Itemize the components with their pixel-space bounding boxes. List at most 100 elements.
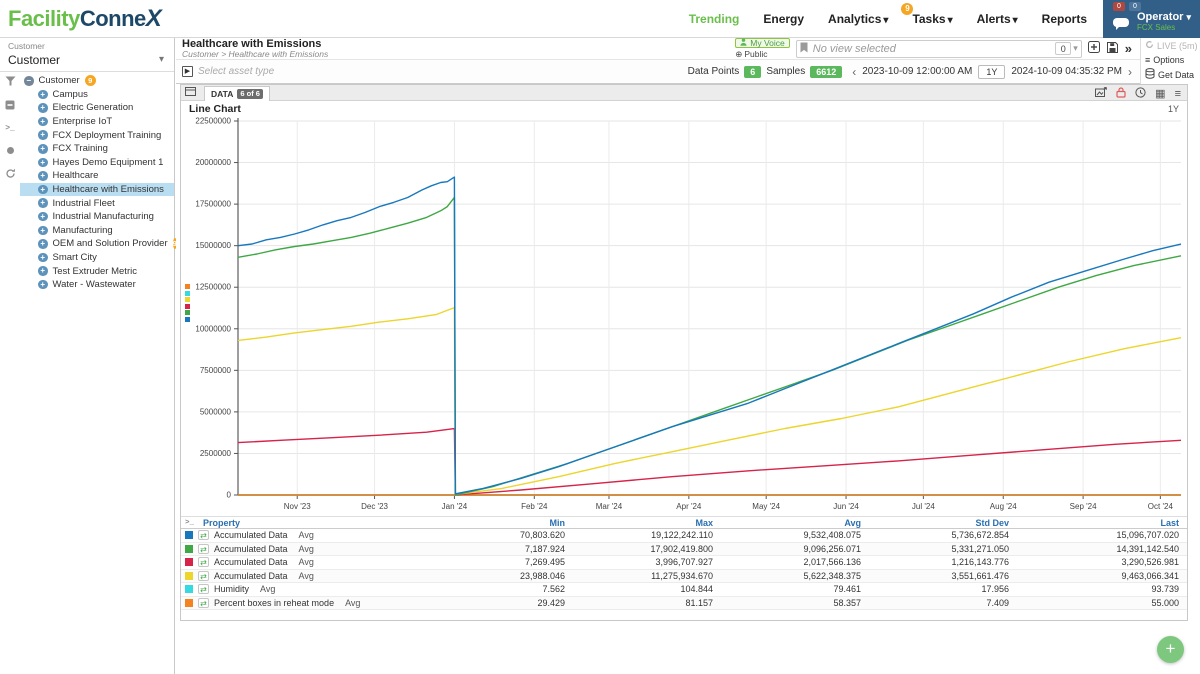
property-name: Percent boxes in reheat mode bbox=[214, 597, 335, 608]
swap-axis-icon[interactable]: ⇄ bbox=[198, 570, 209, 581]
expand-node-icon[interactable]: + bbox=[38, 144, 48, 154]
range-preset-button[interactable]: 1Y bbox=[978, 64, 1006, 79]
nav-tasks[interactable]: Tasks ▾ 9 bbox=[901, 2, 953, 26]
svg-text:2500000: 2500000 bbox=[200, 449, 232, 458]
tree-item-electric-generation[interactable]: + Electric Generation bbox=[20, 101, 174, 115]
expand-node-icon[interactable]: + bbox=[38, 211, 48, 222]
collapse-node-icon[interactable]: − bbox=[24, 76, 34, 86]
view-select-input[interactable]: No view selected 0 ▾ bbox=[795, 39, 1082, 58]
table-row-humidity[interactable]: ⇄ Humidity Avg 7.562 104.844 79.461 17.956 93.7… bbox=[181, 583, 1187, 597]
nav-reports[interactable]: Reports bbox=[1042, 12, 1087, 26]
tree-item-hayes-demo-equipment-1[interactable]: + Hayes Demo Equipment 1 bbox=[20, 156, 174, 170]
swap-axis-icon[interactable]: ⇄ bbox=[198, 543, 209, 554]
tree-item-industrial-fleet[interactable]: + Industrial Fleet bbox=[20, 196, 174, 210]
expand-node-icon[interactable]: + bbox=[38, 252, 48, 263]
collapse-all-icon[interactable] bbox=[5, 100, 15, 110]
nav-energy[interactable]: Energy bbox=[763, 12, 804, 26]
my-voice-button[interactable]: My Voice bbox=[735, 37, 790, 48]
table-view-icon[interactable]: ▦ bbox=[1155, 87, 1166, 100]
prev-range-button[interactable]: ‹ bbox=[852, 64, 857, 79]
get-data-button[interactable]: Get Data bbox=[1145, 68, 1196, 81]
public-button[interactable]: ⊕ Public bbox=[735, 49, 790, 60]
property-aggregation: Avg bbox=[345, 597, 361, 608]
chevron-down-icon[interactable]: ▾ bbox=[1073, 43, 1078, 53]
tree-item-manufacturing[interactable]: + Manufacturing bbox=[20, 224, 174, 238]
table-row-percent-boxes-in-reheat-mode[interactable]: ⇄ Percent boxes in reheat mode Avg 29.429 81… bbox=[181, 596, 1187, 610]
table-row-accumulated-data[interactable]: ⇄ Accumulated Data Avg 7,187.924 17,902,419.… bbox=[181, 542, 1187, 556]
tree-item-oem-and-solution-provider[interactable]: + OEM and Solution Provider 9 bbox=[20, 237, 177, 251]
expand-node-icon[interactable]: + bbox=[38, 157, 48, 168]
expand-node-icon[interactable]: + bbox=[38, 116, 48, 127]
tree-item-water-wastewater[interactable]: + Water - Wastewater bbox=[20, 278, 174, 292]
swap-axis-icon[interactable]: ⇄ bbox=[198, 584, 209, 595]
record-icon[interactable] bbox=[6, 147, 14, 154]
user-menu[interactable]: 0 0 Operator ▾ FCX Sales bbox=[1103, 0, 1200, 38]
tree-item-label: Electric Generation bbox=[52, 102, 134, 114]
options-button[interactable]: ≡ Options bbox=[1145, 55, 1196, 65]
tree-item-customer[interactable]: − Customer 9 bbox=[20, 74, 174, 88]
expand-node-icon[interactable]: + bbox=[38, 184, 48, 195]
column-header-max[interactable]: Max bbox=[695, 517, 713, 528]
add-fab-button[interactable]: + bbox=[1157, 636, 1184, 663]
filter-icon[interactable] bbox=[5, 76, 16, 86]
svg-text:5000000: 5000000 bbox=[200, 407, 232, 416]
tree-item-industrial-manufacturing[interactable]: + Industrial Manufacturing bbox=[20, 210, 174, 224]
save-view-button[interactable] bbox=[1106, 41, 1118, 56]
tree-item-smart-city[interactable]: + Smart City bbox=[20, 251, 174, 265]
context-select[interactable]: Customer Customer ▾ bbox=[0, 38, 174, 72]
svg-text:Nov '23: Nov '23 bbox=[284, 502, 311, 511]
clock-icon[interactable] bbox=[1135, 87, 1146, 101]
lock-icon[interactable] bbox=[1116, 87, 1126, 101]
expand-node-icon[interactable]: + bbox=[38, 130, 48, 140]
tree-item-test-extruder-metric[interactable]: + Test Extruder Metric bbox=[20, 264, 174, 278]
terminal-icon[interactable]: >_ bbox=[5, 124, 15, 133]
swap-axis-icon[interactable]: ⇄ bbox=[198, 530, 209, 541]
expand-node-icon[interactable]: + bbox=[38, 266, 48, 276]
svg-text:Jan '24: Jan '24 bbox=[442, 502, 468, 511]
refresh-icon[interactable] bbox=[5, 168, 16, 179]
nav-alerts[interactable]: Alerts ▾ bbox=[977, 12, 1018, 26]
tab-data-label: DATA bbox=[211, 88, 234, 99]
expand-node-icon[interactable]: + bbox=[38, 89, 48, 100]
add-view-button[interactable] bbox=[1087, 41, 1100, 56]
swap-axis-icon[interactable]: ⇄ bbox=[198, 557, 209, 568]
column-header-last[interactable]: Last bbox=[1160, 517, 1179, 528]
nav-trending[interactable]: Trending bbox=[689, 12, 740, 26]
tree-item-fcx-training[interactable]: + FCX Training bbox=[20, 142, 174, 156]
tree-item-fcx-deployment-training[interactable]: + FCX Deployment Training bbox=[20, 128, 174, 142]
terminal-icon[interactable]: >_ bbox=[185, 518, 195, 527]
tree-item-campus[interactable]: + Campus bbox=[20, 88, 174, 102]
table-row-accumulated-data[interactable]: ⇄ Accumulated Data Avg 23,988.046 11,275,934… bbox=[181, 569, 1187, 583]
view-count-spinner[interactable]: 0 bbox=[1055, 42, 1072, 55]
range-end[interactable]: 2024-10-09 04:35:32 PM bbox=[1011, 66, 1122, 77]
expand-node-icon[interactable]: + bbox=[38, 279, 48, 290]
expand-node-icon[interactable]: + bbox=[38, 225, 48, 236]
expand-node-icon[interactable]: + bbox=[38, 198, 48, 208]
layout-icon[interactable] bbox=[185, 86, 196, 99]
menu-icon[interactable]: ≡ bbox=[1174, 87, 1181, 100]
expand-node-icon[interactable]: + bbox=[38, 239, 48, 249]
tree-item-enterprise-iot[interactable]: + Enterprise IoT bbox=[20, 115, 174, 129]
table-row-accumulated-data[interactable]: ⇄ Accumulated Data Avg 7,269.495 3,996,707.9… bbox=[181, 556, 1187, 570]
expand-toolbar-button[interactable]: » bbox=[1124, 40, 1132, 56]
column-header-min[interactable]: Min bbox=[549, 517, 566, 528]
column-header-avg[interactable]: Avg bbox=[844, 517, 861, 528]
line-chart[interactable]: 0 2500000 5000000 7500000 10000000 12500000 15… bbox=[181, 116, 1189, 516]
tab-data[interactable]: DATA 6 of 6 bbox=[204, 85, 270, 101]
chat-icon[interactable] bbox=[1113, 18, 1129, 30]
tree-item-healthcare-with-emissions[interactable]: + Healthcare with Emissions bbox=[20, 182, 174, 197]
expand-node-icon[interactable]: + bbox=[38, 103, 48, 113]
next-range-button[interactable]: › bbox=[1128, 64, 1132, 79]
table-row-accumulated-data[interactable]: ⇄ Accumulated Data Avg 70,803.620 19,122,242… bbox=[181, 529, 1187, 543]
tree-item-healthcare[interactable]: + Healthcare bbox=[20, 169, 174, 183]
live-toggle[interactable]: LIVE (5m) bbox=[1145, 40, 1198, 51]
expand-node-icon[interactable]: + bbox=[38, 171, 48, 181]
column-header-std-dev[interactable]: Std Dev bbox=[975, 517, 1009, 528]
asset-type-select[interactable]: ▶ Select asset type bbox=[182, 66, 688, 77]
export-image-icon[interactable] bbox=[1095, 87, 1108, 101]
swap-axis-icon[interactable]: ⇄ bbox=[198, 597, 209, 608]
range-start[interactable]: 2023-10-09 12:00:00 AM bbox=[862, 66, 973, 77]
column-header-property[interactable]: Property bbox=[203, 517, 241, 528]
nav-analytics[interactable]: Analytics ▾ bbox=[828, 12, 888, 26]
bookmark-icon[interactable] bbox=[800, 42, 808, 56]
